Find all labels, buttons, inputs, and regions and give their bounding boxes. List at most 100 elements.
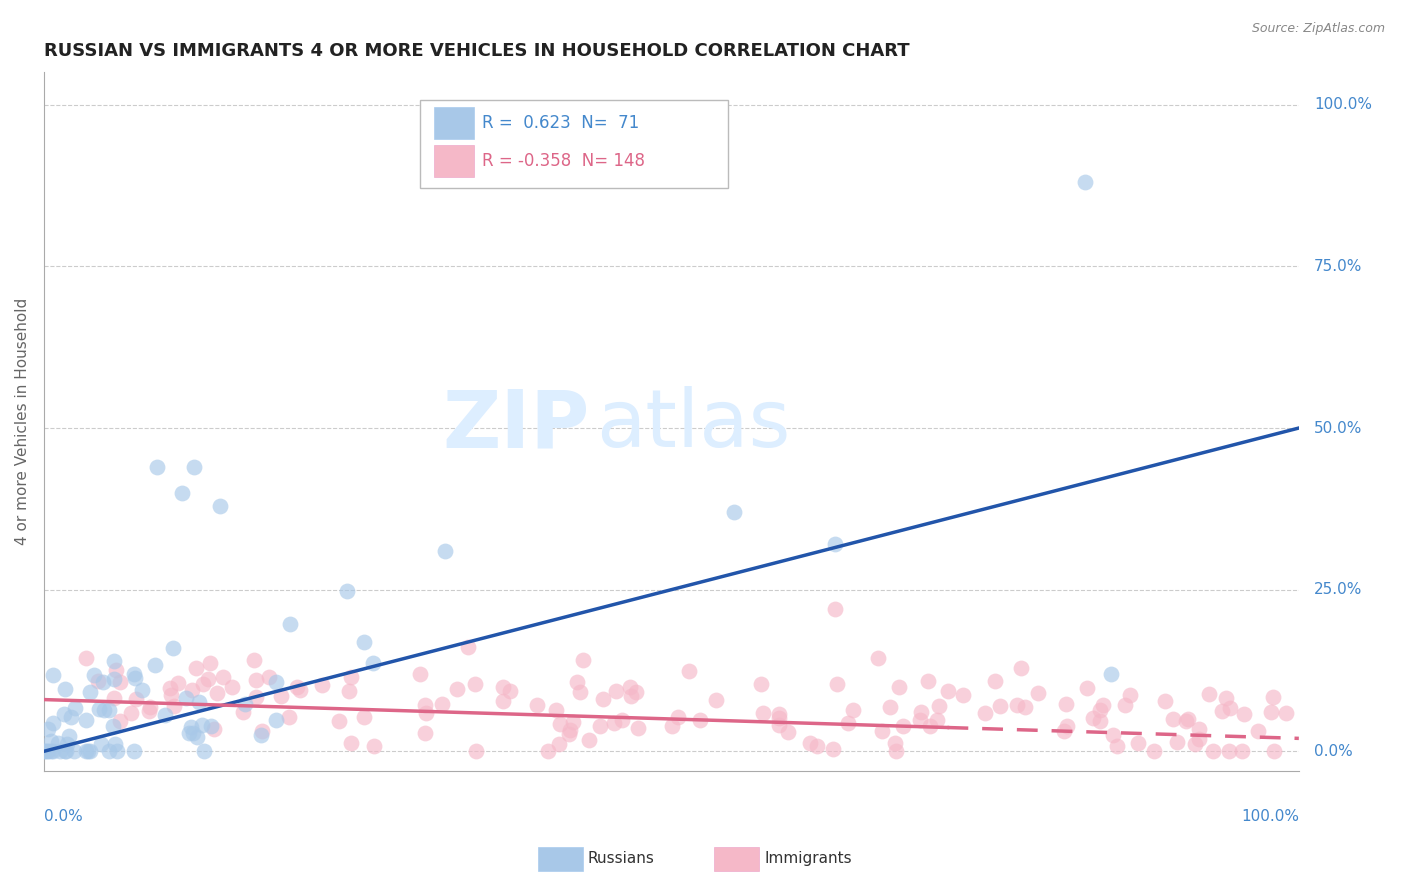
Point — [75, 713, 97, 727]
Point — [146, 459, 169, 474]
Point — [1026, 686, 1049, 700]
Point — [465, 744, 488, 758]
Point — [34, 744, 56, 758]
Text: Russians: Russians — [588, 851, 655, 865]
Point — [42, 716, 65, 731]
Point — [413, 726, 436, 740]
Text: RUSSIAN VS IMMIGRANTS 4 OR MORE VEHICLES IN HOUSEHOLD CORRELATION CHART: RUSSIAN VS IMMIGRANTS 4 OR MORE VEHICLES… — [44, 42, 910, 60]
Point — [884, 736, 907, 750]
Point — [1010, 661, 1032, 675]
Point — [124, 692, 146, 706]
Point — [212, 670, 235, 684]
Point — [624, 685, 647, 699]
Point — [187, 694, 209, 708]
Point — [1219, 701, 1241, 715]
Point — [181, 725, 204, 739]
Text: 25.0%: 25.0% — [1313, 582, 1362, 597]
Point — [1143, 744, 1166, 758]
Point — [891, 719, 914, 733]
Point — [548, 738, 571, 752]
Point — [1230, 744, 1253, 758]
Point — [193, 744, 215, 758]
Point — [75, 744, 97, 758]
Point — [1118, 688, 1140, 702]
Point — [243, 653, 266, 667]
Point — [41, 744, 63, 758]
Point — [56, 737, 79, 751]
Point — [806, 739, 828, 753]
Point — [39, 744, 62, 758]
Point — [918, 719, 941, 733]
Point — [984, 673, 1007, 688]
Text: 100.0%: 100.0% — [1241, 809, 1299, 824]
Point — [1166, 735, 1188, 749]
Point — [457, 640, 479, 654]
Point — [988, 698, 1011, 713]
Point — [55, 744, 77, 758]
Point — [41, 668, 63, 682]
Point — [1091, 698, 1114, 712]
Point — [245, 690, 267, 704]
Point — [1211, 704, 1233, 718]
Point — [257, 670, 280, 684]
Point — [1263, 744, 1285, 758]
Point — [605, 683, 627, 698]
Point — [264, 713, 287, 727]
Point — [415, 698, 437, 712]
Point — [974, 706, 997, 720]
Point — [204, 723, 226, 737]
Point — [1128, 736, 1150, 750]
Point — [170, 485, 193, 500]
Point — [35, 744, 58, 758]
Text: R =  0.623  N=  71: R = 0.623 N= 71 — [482, 114, 640, 132]
Point — [589, 718, 612, 732]
Point — [778, 725, 800, 739]
Point — [1184, 737, 1206, 751]
Point — [79, 744, 101, 758]
Point — [1202, 744, 1225, 758]
Point — [619, 680, 641, 694]
Point — [336, 584, 359, 599]
Point — [79, 685, 101, 699]
Point — [93, 703, 115, 717]
Point — [159, 681, 181, 695]
Point — [1177, 712, 1199, 726]
Point — [174, 690, 197, 705]
Point — [1074, 175, 1097, 189]
Point — [108, 714, 131, 728]
Point — [91, 674, 114, 689]
Point — [197, 672, 219, 686]
Point — [1105, 739, 1128, 753]
Point — [1174, 714, 1197, 729]
Point — [143, 658, 166, 673]
Point — [166, 676, 188, 690]
Text: atlas: atlas — [596, 386, 790, 464]
Point — [98, 744, 121, 758]
Point — [1274, 706, 1296, 721]
Point — [837, 716, 859, 731]
Text: 100.0%: 100.0% — [1313, 97, 1372, 112]
Text: 0.0%: 0.0% — [1313, 744, 1353, 759]
Point — [1056, 719, 1078, 733]
Point — [1218, 744, 1240, 758]
Point — [103, 673, 125, 687]
Point — [603, 715, 626, 730]
Point — [120, 706, 142, 721]
Point — [363, 739, 385, 753]
Point — [90, 737, 112, 751]
Point — [37, 723, 59, 737]
Point — [415, 706, 437, 720]
Point — [1198, 687, 1220, 701]
Point — [565, 674, 588, 689]
Point — [1014, 700, 1036, 714]
Point — [492, 694, 515, 708]
Point — [59, 710, 82, 724]
Point — [180, 720, 202, 734]
Point — [908, 713, 931, 727]
Point — [353, 710, 375, 724]
Point — [39, 734, 62, 748]
Point — [285, 680, 308, 694]
Point — [434, 544, 457, 558]
Point — [1088, 714, 1111, 728]
Point — [163, 699, 186, 714]
